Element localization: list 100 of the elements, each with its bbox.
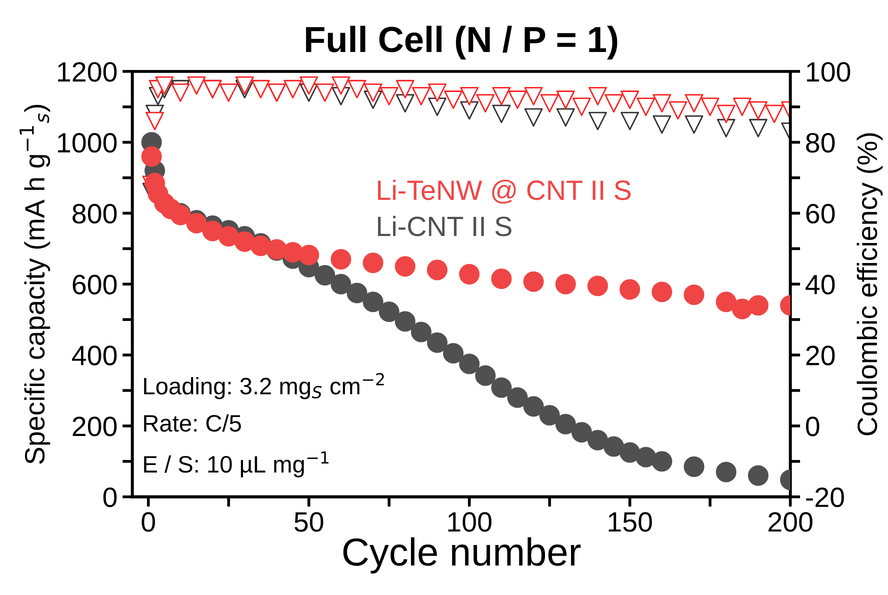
point: [412, 87, 430, 106]
y2-tick-label: 100: [807, 62, 850, 82]
point: [652, 451, 672, 472]
y-tick-label: 1000: [58, 132, 117, 153]
x-tick-label: 0: [142, 512, 155, 532]
chart-title: Full Cell (N / P = 1): [306, 26, 618, 60]
point: [700, 98, 720, 116]
point: [394, 256, 416, 277]
point: [362, 252, 384, 274]
x-tick-label: 100: [448, 512, 492, 532]
point: [141, 146, 162, 167]
point: [330, 249, 352, 270]
point: [524, 108, 543, 127]
point: [460, 87, 479, 106]
point: [636, 446, 656, 468]
y-tick-label: 0: [103, 487, 117, 508]
point: [219, 83, 238, 102]
point: [556, 90, 575, 109]
point: [620, 279, 640, 300]
point: [396, 94, 414, 113]
point: [234, 231, 255, 252]
y-tick-label: 400: [72, 346, 117, 366]
point: [300, 76, 318, 95]
point: [587, 276, 608, 296]
point: [492, 87, 511, 106]
y-axis-title: Specific capacity (mA h g$^{−1}$$_{s}$): [20, 104, 50, 464]
point: [426, 260, 448, 280]
annotation: Loading: 3.2 mg$_{S}$ cm$^{−2}$: [144, 372, 384, 400]
point: [732, 98, 752, 116]
point: [588, 87, 607, 106]
point: [410, 322, 432, 342]
point: [362, 292, 384, 312]
point: [620, 442, 640, 463]
point: [314, 264, 336, 286]
y2-axis-title: Coulombic efficiency (%): [856, 133, 883, 436]
point: [684, 284, 704, 306]
point: [155, 76, 174, 95]
point: [620, 112, 640, 130]
y2-tick-label: 60: [806, 204, 835, 224]
point: [765, 104, 784, 124]
point: [748, 295, 768, 316]
x-axis-title: Cycle number: [343, 537, 581, 574]
point: [716, 104, 736, 124]
y2-tick-label: 80: [806, 132, 835, 153]
point: [636, 98, 656, 116]
point: [284, 80, 302, 98]
x-tick-label: 50: [294, 512, 324, 532]
point: [459, 354, 480, 374]
point: [492, 104, 511, 124]
point: [396, 80, 414, 98]
point: [443, 342, 464, 364]
y-tick-label: 800: [72, 204, 117, 224]
point: [428, 83, 446, 102]
point: [426, 332, 448, 353]
point: [491, 377, 512, 398]
point: [475, 365, 496, 386]
y-tick-label: 600: [72, 274, 117, 294]
point: [572, 98, 591, 116]
x-tick-label: 150: [608, 512, 652, 532]
series-label: Li-CNT II S: [378, 216, 512, 236]
point: [332, 76, 350, 95]
point: [588, 112, 607, 130]
point: [652, 115, 672, 134]
point: [604, 94, 623, 113]
point: [523, 396, 544, 417]
point: [540, 94, 559, 113]
point: [652, 282, 672, 302]
point: [508, 90, 527, 109]
point: [444, 90, 462, 109]
y2-tick-label: -20: [806, 487, 844, 508]
point: [571, 422, 592, 443]
point: [684, 94, 704, 113]
point: [476, 94, 495, 113]
point: [748, 465, 768, 486]
annotation: Rate: C/5: [144, 414, 241, 432]
point: [394, 311, 416, 332]
point: [555, 274, 576, 294]
point: [330, 274, 352, 294]
point: [652, 94, 672, 113]
point: [524, 87, 543, 106]
point: [716, 462, 736, 482]
point: [380, 87, 398, 106]
point: [460, 101, 479, 120]
y2-tick-label: 20: [806, 346, 835, 366]
point: [684, 456, 704, 477]
point: [668, 101, 688, 120]
point: [523, 271, 544, 292]
point: [556, 108, 575, 127]
point: [555, 414, 576, 434]
point: [346, 282, 368, 304]
point: [252, 80, 270, 98]
point: [187, 76, 206, 95]
point: [428, 98, 446, 116]
x-tick-label: 200: [768, 512, 812, 532]
point: [202, 220, 223, 242]
point: [716, 292, 736, 312]
point: [459, 264, 480, 284]
point: [364, 83, 382, 102]
point: [587, 430, 608, 450]
point: [298, 244, 320, 266]
